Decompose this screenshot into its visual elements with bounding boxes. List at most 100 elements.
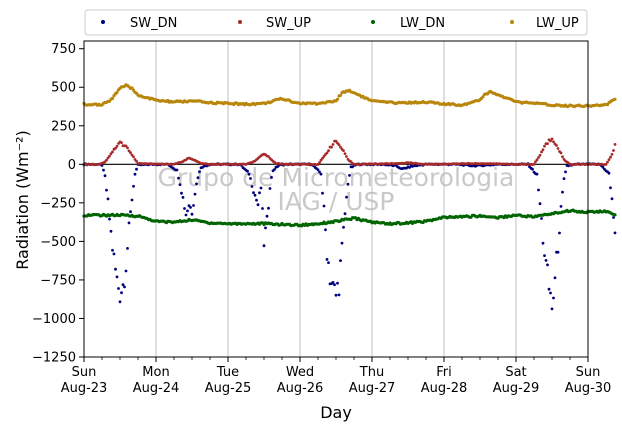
data-point — [543, 144, 546, 148]
data-point — [316, 168, 320, 172]
data-point — [324, 228, 327, 232]
data-point — [559, 151, 563, 155]
data-point — [177, 176, 180, 180]
data-point — [110, 96, 115, 100]
data-point — [267, 155, 270, 158]
data-point — [535, 172, 539, 176]
data-point — [613, 213, 617, 217]
data-point — [321, 191, 324, 195]
data-point — [535, 158, 539, 162]
data-point — [178, 183, 182, 187]
data-point — [556, 147, 560, 150]
data-point — [186, 209, 189, 213]
data-point — [609, 186, 612, 190]
x-tick-label-day: Tue — [216, 365, 239, 380]
data-point — [322, 154, 326, 158]
data-point — [129, 151, 132, 155]
data-point — [183, 207, 186, 210]
data-point — [180, 191, 183, 195]
data-point — [319, 158, 323, 162]
data-point — [124, 269, 128, 273]
data-point — [108, 217, 111, 221]
x-axis: SunAug-23MonAug-24TueAug-25WedAug-26ThuA… — [61, 357, 611, 396]
data-point — [331, 143, 335, 146]
data-point — [109, 229, 113, 233]
y-tick-label: 750 — [51, 42, 76, 57]
data-point — [111, 248, 114, 252]
y-tick-label: 0 — [68, 158, 76, 173]
data-point — [336, 281, 339, 285]
data-point — [112, 252, 116, 256]
series-sw-up — [82, 137, 617, 167]
data-point — [193, 192, 197, 196]
data-point — [175, 168, 179, 172]
data-point — [253, 193, 257, 197]
y-tick-label: 500 — [51, 81, 76, 96]
x-tick-label-date: Aug-23 — [61, 381, 108, 396]
data-point — [612, 149, 615, 152]
data-point — [268, 187, 272, 190]
x-tick-label-day: Mon — [142, 365, 169, 380]
data-point — [540, 150, 543, 154]
watermark: Grupo de Micrometeorologia IAG / USP — [158, 163, 515, 216]
data-point — [327, 261, 330, 264]
data-point — [337, 293, 341, 297]
data-point — [267, 206, 270, 210]
data-point — [322, 204, 326, 208]
y-axis: −1250 −1000 −750 −500 −250 0 250 500 750 — [32, 42, 84, 366]
data-point — [129, 210, 132, 214]
data-point — [124, 144, 128, 148]
data-point — [534, 160, 537, 164]
data-point — [537, 188, 540, 192]
data-point — [604, 163, 608, 166]
data-point — [184, 213, 188, 217]
data-point — [330, 145, 333, 149]
data-point — [607, 171, 611, 175]
data-point — [258, 191, 261, 195]
legend-marker-lw-up — [510, 20, 514, 24]
y-tick-label: −750 — [40, 273, 76, 288]
data-point — [118, 300, 122, 304]
data-point — [135, 167, 138, 171]
y-tick-label: 250 — [51, 119, 76, 134]
y-axis-label: Radiation (Wm⁻²) — [13, 130, 32, 269]
data-point — [343, 152, 347, 156]
data-point — [259, 186, 263, 190]
data-point — [115, 90, 119, 94]
x-axis-label: Day — [320, 403, 352, 422]
data-point — [247, 172, 251, 176]
data-point — [255, 198, 258, 202]
data-point — [133, 172, 137, 176]
data-point — [607, 158, 611, 162]
series-lw-up — [82, 83, 617, 109]
data-point — [106, 156, 110, 160]
data-point — [102, 168, 105, 172]
data-point — [339, 145, 342, 149]
data-point — [562, 177, 566, 181]
data-point — [108, 154, 111, 158]
data-point — [549, 291, 552, 295]
data-point — [601, 165, 605, 169]
data-point — [126, 146, 129, 150]
data-point — [132, 155, 135, 159]
data-point — [190, 212, 194, 216]
legend-label-sw-dn: SW_DN — [130, 16, 177, 31]
data-point — [346, 182, 350, 186]
data-point — [103, 174, 107, 178]
data-point — [114, 146, 117, 150]
data-point — [189, 206, 192, 209]
data-point — [121, 283, 125, 287]
legend-label-lw-dn: LW_DN — [400, 16, 445, 31]
data-point — [325, 258, 329, 261]
legend-label-lw-up: LW_UP — [536, 16, 579, 31]
y-tick-label: −500 — [40, 235, 76, 250]
data-point — [327, 149, 330, 153]
data-point — [135, 159, 138, 163]
data-point — [552, 296, 555, 300]
legend-marker-sw-dn — [101, 20, 105, 24]
data-point — [342, 225, 345, 229]
data-point — [117, 287, 120, 290]
data-point — [262, 244, 266, 248]
data-point — [195, 182, 198, 186]
